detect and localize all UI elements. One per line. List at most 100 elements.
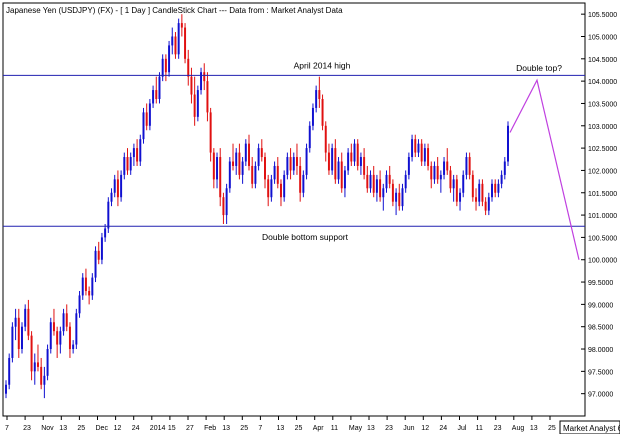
candle-body — [97, 250, 100, 260]
candle-body — [254, 165, 257, 184]
candle-body — [366, 174, 369, 189]
candle — [471, 170, 474, 202]
candle-body — [113, 179, 116, 193]
candle — [193, 76, 196, 126]
candle-body — [193, 94, 196, 117]
candle — [299, 157, 302, 202]
candle — [391, 179, 394, 207]
candle-body — [318, 90, 321, 99]
candle-body — [433, 165, 436, 180]
x-tick-label: Dec — [96, 425, 109, 432]
candle — [142, 107, 145, 144]
chart-title: Japanese Yen (USDJPY) (FX) - [ 1 Day ] C… — [6, 6, 343, 15]
candle-body — [244, 143, 247, 162]
candle — [225, 183, 228, 225]
candle-body — [251, 165, 254, 184]
candle-body — [455, 179, 458, 202]
candle-body — [209, 112, 212, 153]
candle — [17, 308, 20, 358]
candle-body — [40, 366, 43, 385]
candle — [36, 344, 39, 372]
candle — [439, 170, 442, 193]
candle — [446, 148, 449, 175]
candle-body — [56, 331, 59, 345]
candle — [158, 72, 161, 104]
candle-body — [439, 174, 442, 180]
candle — [385, 170, 388, 193]
candle — [81, 273, 84, 300]
candle-body — [91, 277, 94, 296]
candle — [107, 197, 110, 233]
candle-body — [292, 157, 295, 171]
candle — [503, 157, 506, 180]
candle — [264, 152, 266, 189]
y-tick-label: 102.0000 — [588, 168, 617, 175]
candle — [353, 139, 356, 166]
candle-body — [417, 143, 420, 153]
candle — [27, 299, 30, 341]
x-tick-label: 11 — [331, 425, 338, 432]
annotations: April 2014 high Double bottom support Doub… — [3, 60, 585, 260]
candle-body — [104, 228, 107, 238]
candle — [11, 322, 14, 363]
candle-body — [49, 322, 52, 350]
candle-body — [72, 344, 75, 350]
candle — [62, 308, 65, 336]
candle — [196, 85, 199, 122]
candle-body — [33, 362, 36, 372]
candle — [449, 165, 452, 193]
candle — [251, 157, 254, 189]
candle-body — [449, 170, 452, 189]
candle — [286, 152, 289, 180]
candle — [350, 143, 353, 166]
y-tick-label: 104.5000 — [588, 57, 617, 64]
candle-body — [500, 174, 503, 184]
candle — [347, 148, 350, 175]
candle — [494, 179, 497, 198]
candle — [497, 179, 500, 198]
candle — [318, 76, 321, 108]
candle — [433, 161, 436, 184]
candle-body — [407, 157, 410, 175]
x-tick-label: 13 — [59, 425, 67, 432]
candle — [209, 107, 212, 162]
candle-body — [174, 36, 177, 55]
candle-body — [123, 157, 126, 175]
candle-body — [43, 375, 46, 385]
line-label: Double bottom support — [262, 232, 349, 242]
candle-body — [343, 170, 346, 189]
candles — [5, 14, 509, 399]
candle-body — [75, 313, 78, 345]
line-label: April 2014 high — [294, 60, 351, 70]
candle-body — [116, 179, 119, 198]
candle — [126, 148, 129, 175]
projection-path — [509, 78, 580, 260]
candle — [423, 143, 426, 166]
candle-body — [327, 152, 330, 171]
candle — [267, 174, 270, 207]
candle-body — [184, 27, 187, 59]
candle-body — [452, 179, 455, 189]
candle — [443, 157, 446, 180]
candle — [20, 322, 23, 354]
x-tick-label: 7 — [258, 425, 262, 432]
candle-body — [8, 357, 11, 385]
candle-body — [126, 157, 129, 171]
candle — [475, 188, 478, 211]
candle — [43, 366, 46, 399]
candle — [311, 103, 314, 131]
candle — [68, 322, 71, 358]
candle — [398, 183, 401, 211]
candle — [164, 54, 167, 82]
x-tick-label: 25 — [240, 425, 248, 432]
candle-body — [11, 326, 14, 358]
candle — [459, 188, 462, 211]
candle — [174, 32, 177, 59]
candle — [411, 134, 414, 162]
candle — [184, 23, 187, 64]
candle — [232, 143, 235, 171]
candle-body — [321, 98, 324, 126]
candle — [308, 121, 311, 153]
candle-body — [88, 290, 91, 296]
candle-body — [411, 139, 414, 158]
